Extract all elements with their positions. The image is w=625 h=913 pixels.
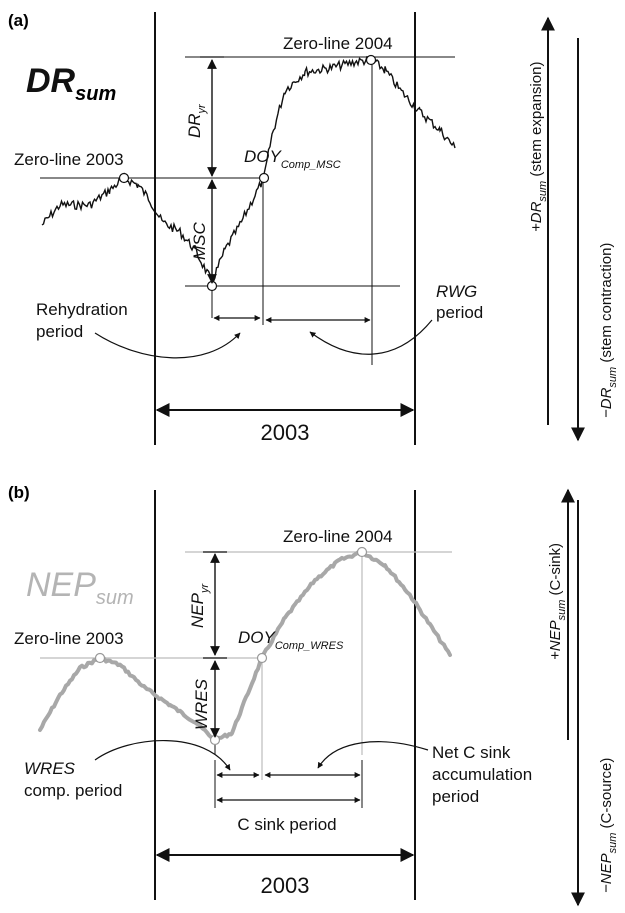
zero-line-2004-label-a: Zero-line 2004 xyxy=(283,34,393,53)
panel-b-label: (b) xyxy=(8,483,30,502)
rehydration-pointer xyxy=(94,332,241,359)
zero-2004-marker-b xyxy=(356,546,368,558)
panel-b: (b) NEPsum NEPyr WRES Zero-line 2003 Zer… xyxy=(8,483,619,907)
axis-plus-nep-label: +NEPsum (C-sink) xyxy=(547,543,568,660)
nep-sum-curve xyxy=(38,550,452,744)
nep-yr-label: NEPyr xyxy=(188,583,211,628)
panel-a: (a) DRsum DRyr MSC Zero-line 2003 Zero-l… xyxy=(8,11,619,445)
zero-2004-marker-a xyxy=(365,54,377,66)
net-sink-pointer xyxy=(317,741,429,769)
zero-2003-marker-a xyxy=(118,172,130,184)
dr-sum-title: DRsum xyxy=(26,62,116,105)
net-sink-label-3: period xyxy=(432,787,479,806)
dr-yr-label: DRyr xyxy=(185,103,208,138)
zero-2003-marker-b xyxy=(94,652,106,664)
net-sink-label-2: accumulation xyxy=(432,765,532,784)
rwg-label-2: period xyxy=(436,303,483,322)
rwg-pointer xyxy=(309,319,433,355)
nep-sum-title: NEPsum xyxy=(26,566,134,609)
year-label-a: 2003 xyxy=(261,420,310,445)
doy-comp-wres-label: DOYComp_WRES xyxy=(238,628,344,652)
wres-comp-label-1: WRES xyxy=(24,759,76,778)
doy-comp-msc-label: DOYComp_MSC xyxy=(244,147,341,171)
panel-a-label: (a) xyxy=(8,11,29,30)
msc-label: MSC xyxy=(190,222,209,261)
zero-line-2003-label-a: Zero-line 2003 xyxy=(14,150,124,169)
doy-comp-wres-marker xyxy=(256,652,268,664)
c-sink-period-label: C sink period xyxy=(237,815,336,834)
rwg-label-1: RWG xyxy=(436,282,477,301)
wres-comp-pointer xyxy=(94,740,231,771)
zero-line-2004-label-b: Zero-line 2004 xyxy=(283,527,393,546)
axis-plus-dr-label: +DRsum (stem expansion) xyxy=(528,62,549,232)
axis-minus-nep-label: −NEPsum (C-source) xyxy=(598,758,619,893)
rehydration-label-2: period xyxy=(36,322,83,341)
net-sink-label-1: Net C sink xyxy=(432,743,511,762)
dr-sum-curve xyxy=(41,55,456,284)
axis-minus-dr-label: −DRsum (stem contraction) xyxy=(598,243,619,418)
doy-comp-msc-marker xyxy=(258,172,270,184)
wres-comp-label-2: comp. period xyxy=(24,781,122,800)
zero-line-2003-label-b: Zero-line 2003 xyxy=(14,629,124,648)
wres-label: WRES xyxy=(192,678,211,730)
rehydration-label-1: Rehydration xyxy=(36,300,128,319)
year-label-b: 2003 xyxy=(261,873,310,898)
